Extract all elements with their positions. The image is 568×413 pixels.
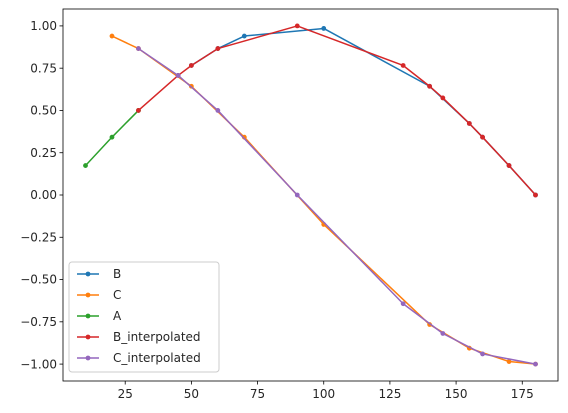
legend-label: B bbox=[113, 267, 121, 281]
data-point bbox=[427, 83, 433, 89]
data-point bbox=[294, 192, 300, 198]
series-line bbox=[137, 25, 537, 197]
data-point bbox=[506, 359, 512, 364]
y-tick-label: 0.75 bbox=[30, 61, 57, 75]
data-point bbox=[440, 95, 446, 101]
series-layer bbox=[83, 23, 538, 367]
y-tick-label: 0.25 bbox=[30, 146, 57, 160]
x-tick-label: 100 bbox=[312, 387, 335, 401]
data-point bbox=[440, 331, 446, 336]
legend-item: C_interpolated bbox=[77, 351, 201, 365]
data-point bbox=[188, 63, 194, 68]
legend-label: C_interpolated bbox=[113, 351, 201, 365]
series-line bbox=[137, 47, 537, 365]
data-point bbox=[480, 351, 485, 357]
data-point bbox=[400, 63, 406, 68]
data-point bbox=[321, 26, 327, 31]
x-axis: 25 50 75 100 125 150 175 bbox=[118, 381, 534, 401]
legend-label: C bbox=[113, 288, 121, 302]
legend-label: B_interpolated bbox=[113, 330, 201, 344]
data-point bbox=[215, 108, 221, 113]
y-tick-label: −0.25 bbox=[20, 230, 57, 244]
data-point bbox=[480, 134, 485, 140]
legend-item: C bbox=[77, 288, 121, 302]
y-tick-label: −0.50 bbox=[20, 273, 57, 287]
legend: BCA B_interpolated C_interpolated bbox=[68, 261, 220, 373]
data-point bbox=[83, 163, 88, 168]
data-point bbox=[533, 192, 538, 198]
x-tick-label: 75 bbox=[250, 387, 265, 401]
series-a bbox=[83, 108, 141, 168]
y-axis: −1.00 −0.75 −0.50 −0.25 0.00 0.25 0.50 0.75 1.00 bbox=[20, 19, 63, 371]
legend-label: A bbox=[113, 309, 122, 323]
legend-marker bbox=[85, 313, 91, 319]
data-point bbox=[506, 163, 512, 168]
x-tick-label: 175 bbox=[511, 387, 534, 401]
legend-item: B_interpolated bbox=[77, 330, 201, 344]
data-point bbox=[241, 33, 247, 39]
y-tick-label: 0.00 bbox=[30, 188, 57, 202]
data-point bbox=[136, 108, 141, 113]
data-point bbox=[466, 121, 472, 126]
legend-box bbox=[68, 261, 220, 373]
x-tick-label: 150 bbox=[445, 387, 468, 401]
data-point bbox=[109, 134, 115, 140]
data-point bbox=[294, 23, 300, 29]
data-point bbox=[215, 46, 221, 51]
data-point bbox=[109, 33, 115, 39]
data-point bbox=[400, 301, 406, 307]
legend-marker bbox=[85, 355, 91, 361]
data-point bbox=[175, 73, 181, 78]
legend-marker bbox=[85, 271, 91, 277]
data-point bbox=[533, 361, 538, 367]
legend-item: A bbox=[77, 309, 122, 323]
legend-item: B bbox=[77, 267, 121, 281]
x-tick-label: 125 bbox=[378, 387, 401, 401]
y-tick-label: 0.50 bbox=[30, 104, 57, 118]
x-tick-label: 25 bbox=[118, 387, 133, 401]
y-tick-label: 1.00 bbox=[30, 19, 57, 33]
y-tick-label: −1.00 bbox=[20, 357, 57, 371]
legend-marker bbox=[85, 334, 91, 340]
series-c-interpolated bbox=[136, 46, 538, 367]
x-tick-label: 50 bbox=[184, 387, 199, 401]
data-point bbox=[136, 46, 141, 51]
y-tick-label: −0.75 bbox=[20, 315, 57, 329]
legend-marker bbox=[85, 292, 91, 298]
